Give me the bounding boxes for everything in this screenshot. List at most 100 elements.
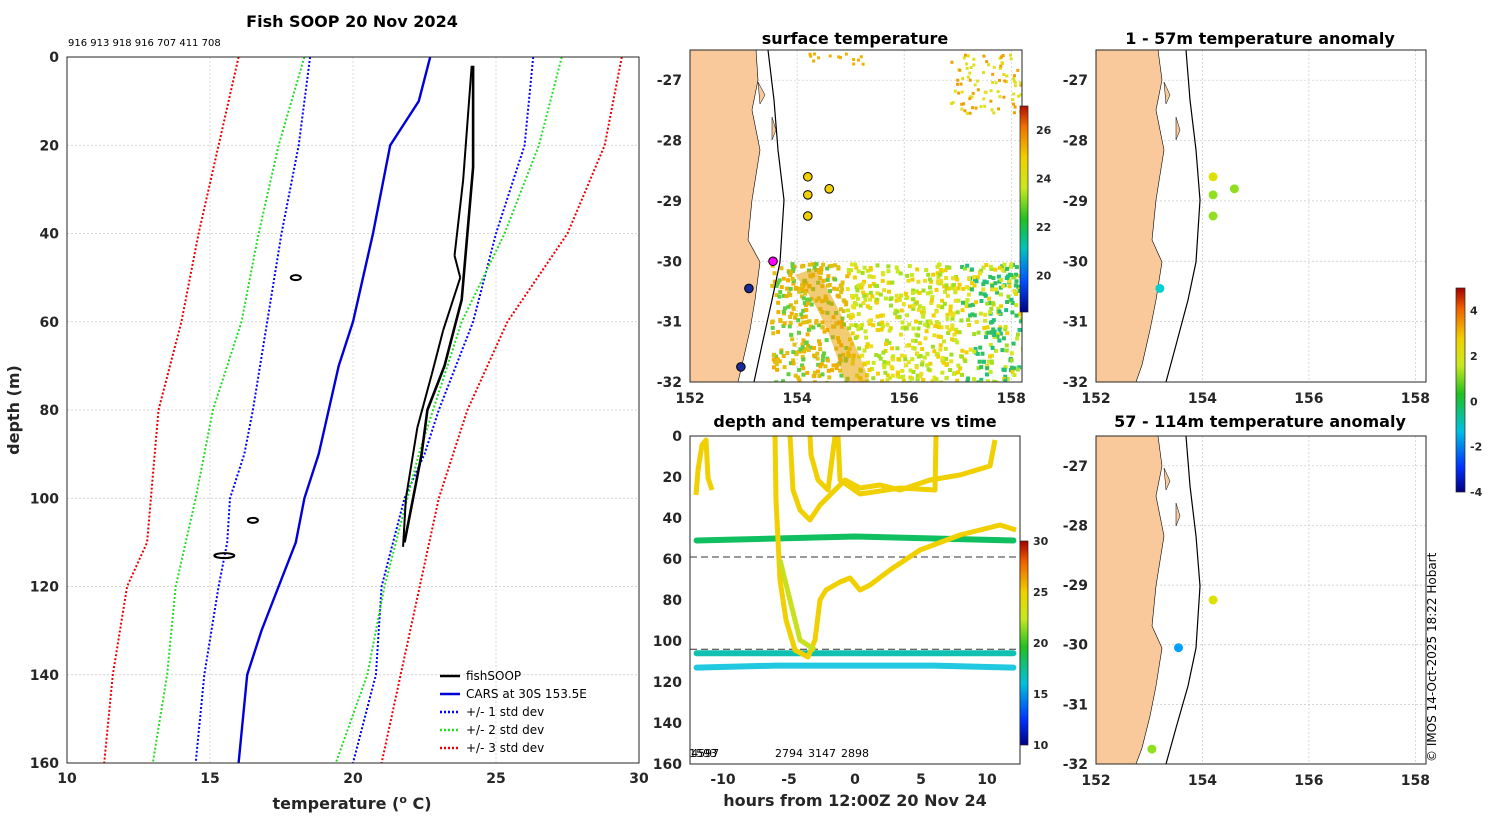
sst-pixel [1007, 284, 1012, 289]
sst-pixel [972, 313, 977, 318]
sst-pixel [1005, 376, 1010, 381]
sst-pixel [811, 262, 816, 267]
sst-pixel [1010, 301, 1015, 305]
time-sensor-trace [693, 437, 715, 496]
sst-pixel [980, 351, 985, 356]
sst-pixel [809, 302, 814, 307]
sst-pixel [881, 272, 886, 277]
sst-pixel [789, 332, 794, 337]
sst-pixel [887, 289, 891, 294]
sst-pixel [790, 276, 795, 281]
sst-pixel [925, 323, 930, 328]
sst-pixel [984, 263, 989, 267]
profile-series-fishsoop [403, 65, 475, 543]
sst-pixel [1002, 262, 1007, 267]
sst-pixel [904, 296, 909, 300]
sst-pixel [966, 292, 971, 297]
sst-pixel [932, 333, 937, 338]
sst-pixel [960, 107, 964, 111]
sst-pixel [1020, 346, 1022, 351]
sst-pixel [862, 265, 867, 270]
anom-top-point [1208, 172, 1218, 182]
sst-pixel [811, 325, 816, 330]
sst-pixel [1014, 279, 1019, 284]
sst-pixel [800, 354, 805, 359]
sst-pixel [813, 52, 816, 56]
sst-pixel [981, 265, 986, 270]
profile-ids: 916 913 918 916 707 411 708 [68, 38, 221, 49]
sst-pixel [916, 307, 921, 312]
sst-pixel [967, 286, 972, 291]
sst-pixel [903, 291, 908, 296]
sst-pixel [849, 268, 854, 273]
profile-series-cars-at-30s-153-5e [237, 57, 432, 763]
sst-pixel [985, 325, 990, 330]
sst-pixel [983, 90, 987, 94]
sst-pixel [992, 111, 996, 115]
sst-pixel [959, 354, 964, 359]
sst-pixel [994, 287, 998, 292]
sst-pixel [978, 291, 983, 296]
sst-pixel [996, 306, 1001, 311]
sst-pixel [804, 308, 809, 312]
sst-map-ytick-label: -32 [657, 375, 682, 391]
sst-pixel [868, 284, 872, 289]
sst-pixel [877, 354, 882, 359]
sst-pixel [898, 271, 903, 276]
time-xtick-label: 5 [916, 772, 926, 788]
sst-pixel [955, 310, 960, 315]
sst-pixel [790, 262, 795, 267]
sst-pixel [991, 301, 995, 306]
sst-pixel [942, 301, 947, 306]
profile-ytick-label: 100 [30, 491, 59, 507]
sst-map-xtick-label: 154 [782, 391, 811, 407]
time-title: depth and temperature vs time [713, 412, 996, 431]
sst-pixel [864, 345, 869, 349]
sst-pixel [825, 277, 830, 282]
sst-pixel [996, 274, 1001, 279]
sst-pixel [918, 374, 923, 379]
sst-pixel [984, 280, 989, 285]
sst-pixel [839, 290, 844, 295]
anom-top-ytick-label: -28 [1063, 134, 1088, 150]
sst-pixel [785, 286, 790, 291]
sst-pixel [924, 268, 929, 272]
profile-xtick-label: 25 [486, 771, 505, 787]
sst-pixel [820, 320, 825, 325]
sst-pixel [940, 305, 945, 310]
sst-pixel [958, 366, 963, 371]
sst-pixel [1002, 95, 1006, 99]
sst-pixel [923, 336, 928, 341]
sst-map-ytick-label: -30 [657, 254, 683, 270]
sst-pixel [794, 313, 799, 317]
sst-colorbar-tick-label: 24 [1036, 173, 1052, 186]
sst-pixel [781, 276, 786, 281]
sst-pixel [817, 339, 822, 344]
sst-pixel [852, 301, 857, 305]
sst-pixel [824, 380, 829, 382]
sst-pixel [776, 329, 781, 334]
sst-pixel [868, 306, 873, 310]
sst-pixel [903, 357, 908, 362]
sst-data-point [736, 362, 746, 372]
sst-pixel [812, 370, 817, 375]
sst-pixel [958, 68, 962, 72]
sst-pixel [867, 368, 872, 372]
sst-pixel [916, 279, 921, 284]
sst-pixel [794, 300, 799, 305]
sst-pixel [779, 350, 784, 355]
sst-pixel [796, 375, 801, 380]
sst-pixel [788, 273, 793, 278]
sst-pixel [939, 325, 944, 330]
sst-pixel [882, 360, 887, 365]
sst-pixel [929, 298, 934, 303]
sst-pixel [985, 301, 990, 306]
sst-pixel [936, 325, 941, 330]
anom-bottom-panel: 57 - 114m temperature anomaly 152 154 156 1… [1063, 412, 1430, 789]
sst-pixel [983, 312, 988, 317]
sst-pixel [805, 371, 810, 375]
sst-pixel [798, 322, 803, 327]
sst-pixel [976, 330, 981, 335]
sst-pixel [815, 351, 820, 356]
sst-pixel [945, 293, 950, 298]
